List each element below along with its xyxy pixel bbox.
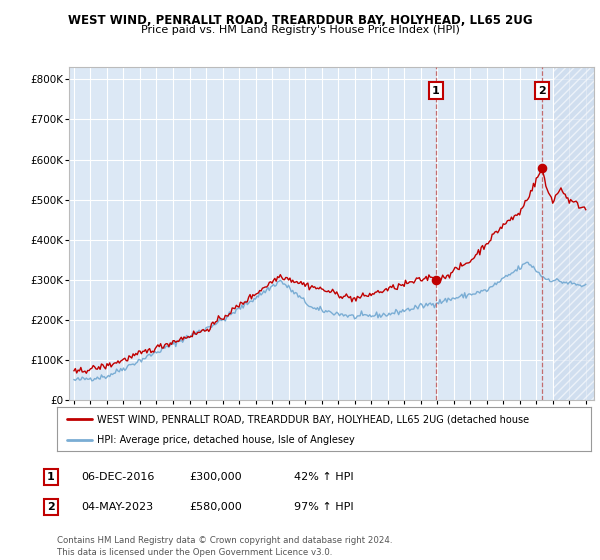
Text: 04-MAY-2023: 04-MAY-2023	[81, 502, 153, 512]
Point	[431, 276, 440, 284]
Text: 97% ↑ HPI: 97% ↑ HPI	[294, 502, 353, 512]
Point	[537, 163, 547, 172]
Text: 1: 1	[432, 86, 440, 96]
Text: WEST WIND, PENRALLT ROAD, TREARDDUR BAY, HOLYHEAD, LL65 2UG (detached house: WEST WIND, PENRALLT ROAD, TREARDDUR BAY,…	[97, 414, 529, 424]
Text: 2: 2	[47, 502, 55, 512]
Text: 2: 2	[538, 86, 546, 96]
Bar	[554, 67, 594, 400]
Text: Price paid vs. HM Land Registry's House Price Index (HPI): Price paid vs. HM Land Registry's House …	[140, 25, 460, 35]
Text: WEST WIND, PENRALLT ROAD, TREARDDUR BAY, HOLYHEAD, LL65 2UG: WEST WIND, PENRALLT ROAD, TREARDDUR BAY,…	[68, 14, 532, 27]
Text: 42% ↑ HPI: 42% ↑ HPI	[294, 472, 353, 482]
Text: £580,000: £580,000	[189, 502, 242, 512]
Text: 06-DEC-2016: 06-DEC-2016	[81, 472, 154, 482]
Text: £300,000: £300,000	[189, 472, 242, 482]
Text: 1: 1	[47, 472, 55, 482]
Text: Contains HM Land Registry data © Crown copyright and database right 2024.
This d: Contains HM Land Registry data © Crown c…	[57, 536, 392, 557]
Text: HPI: Average price, detached house, Isle of Anglesey: HPI: Average price, detached house, Isle…	[97, 435, 355, 445]
